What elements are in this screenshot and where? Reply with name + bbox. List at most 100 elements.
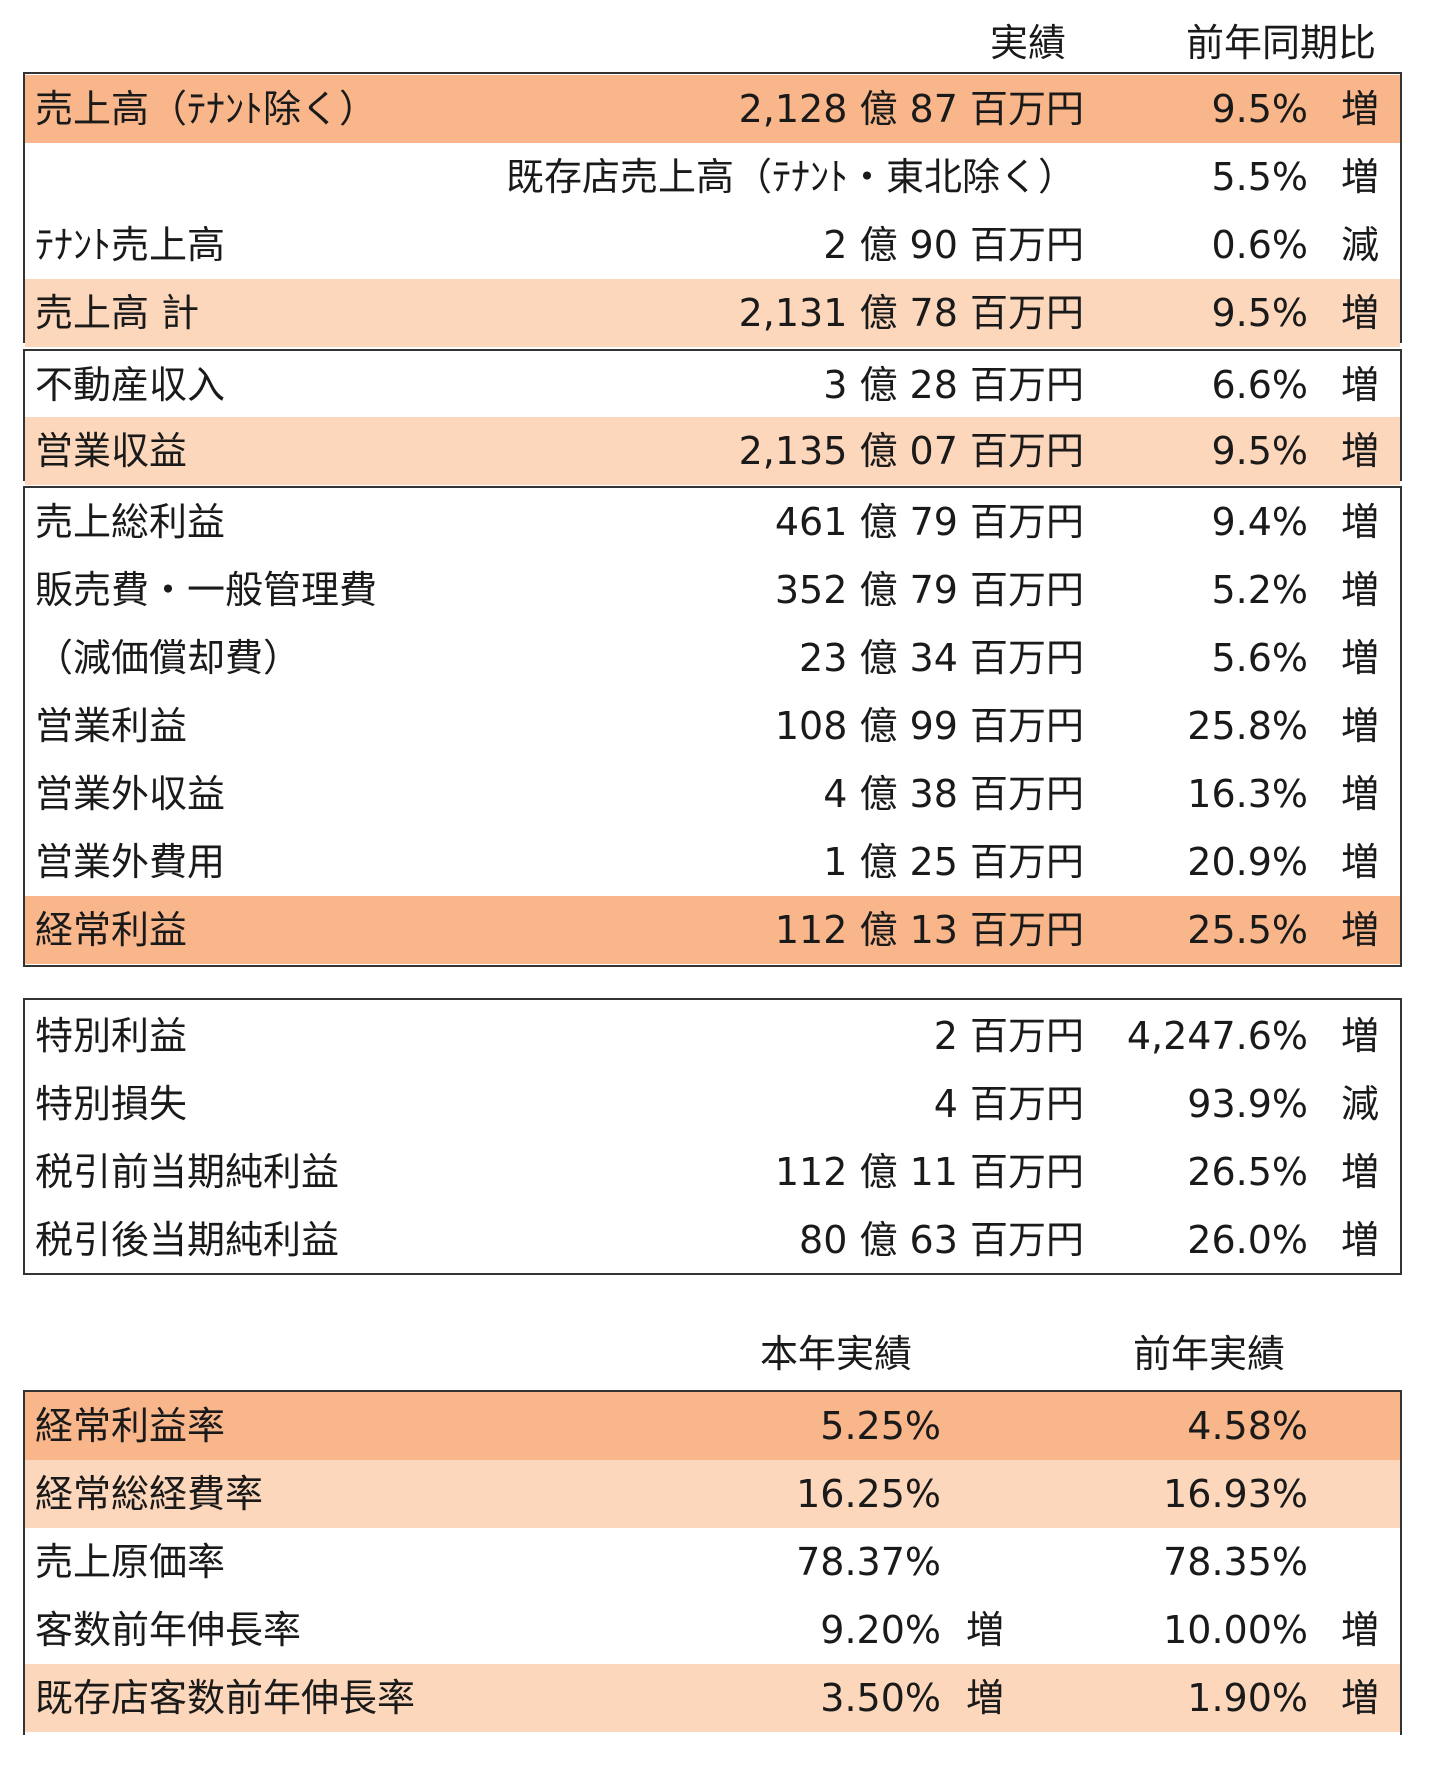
row-amount: 112 億 11 百万円 — [774, 1150, 1084, 1194]
row-percent: 9.5% — [1211, 429, 1308, 473]
header-yoy: 前年同期比 — [1186, 21, 1377, 65]
row-direction: 増 — [1341, 1218, 1380, 1262]
row-label: 経常総経費率 — [35, 1472, 264, 1516]
row-direction: 減 — [1341, 223, 1380, 267]
profit-row: 売上総利益 461 億 79 百万円 9.4% 増 — [25, 488, 1400, 556]
current-direction: 増 — [966, 1676, 1005, 1720]
row-label: 特別利益 — [35, 1014, 188, 1058]
row-amount: 2 百万円 — [933, 1014, 1084, 1058]
row-label: （減価償却費） — [35, 636, 302, 680]
row-percent: 9.4% — [1211, 500, 1308, 544]
row-percent: 9.5% — [1211, 87, 1308, 131]
special-section: 特別利益 2 百万円 4,247.6% 増 特別損失 4 百万円 93.9% 減… — [23, 998, 1402, 1275]
header-previous-year: 前年実績 — [1133, 1332, 1286, 1376]
header-actual: 実績 — [990, 21, 1067, 65]
row-direction: 増 — [1341, 1150, 1380, 1194]
row-percent: 5.6% — [1211, 636, 1308, 680]
row-label: 売上原価率 — [35, 1540, 226, 1584]
row-label: 特別損失 — [35, 1082, 188, 1126]
row-amount: 108 億 99 百万円 — [774, 704, 1084, 748]
row-label: 販売費・一般管理費 — [35, 568, 378, 612]
row-direction: 増 — [1341, 500, 1380, 544]
row-label: 税引後当期純利益 — [35, 1218, 340, 1262]
row-label: 売上高（ﾃﾅﾝﾄ除く） — [35, 87, 378, 131]
row-percent: 16.3% — [1187, 772, 1308, 816]
row-direction: 増 — [1341, 291, 1380, 335]
row-direction: 増 — [1341, 636, 1380, 680]
row-label: 売上高 計 — [35, 291, 200, 335]
ratio-row: 客数前年伸長率 9.20% 増 10.00% 増 — [25, 1596, 1400, 1664]
previous-value: 78.35% — [1163, 1540, 1308, 1584]
ratio-row: 経常利益率 5.25% 4.58% — [25, 1392, 1400, 1460]
sales-row: 売上高（ﾃﾅﾝﾄ除く） 2,128 億 87 百万円 9.5% 増 — [25, 75, 1400, 143]
row-direction: 増 — [1341, 363, 1380, 407]
revenue-row: 営業収益 2,135 億 07 百万円 9.5% 増 — [25, 417, 1400, 485]
current-direction: 増 — [966, 1608, 1005, 1652]
row-label: 税引前当期純利益 — [35, 1150, 340, 1194]
previous-value: 10.00% — [1163, 1608, 1308, 1652]
row-direction: 減 — [1341, 1082, 1380, 1126]
row-direction: 増 — [1341, 155, 1380, 199]
row-percent: 0.6% — [1211, 223, 1308, 267]
previous-direction: 増 — [1341, 1676, 1380, 1720]
sales-row: 既存店売上高（ﾃﾅﾝﾄ・東北除く） 5.5% 増 — [25, 143, 1400, 211]
profit-row: 営業外費用 1 億 25 百万円 20.9% 増 — [25, 828, 1400, 896]
ratio-row: 既存店客数前年伸長率 3.50% 増 1.90% 増 — [25, 1664, 1400, 1732]
row-amount: 2,128 億 87 百万円 — [738, 87, 1084, 131]
row-label: 経常利益率 — [35, 1404, 226, 1448]
special-row: 税引前当期純利益 112 億 11 百万円 26.5% 増 — [25, 1138, 1400, 1206]
row-amount: 80 億 63 百万円 — [799, 1218, 1084, 1262]
row-percent: 9.5% — [1211, 291, 1308, 335]
row-direction: 増 — [1341, 908, 1380, 952]
row-label: 営業外費用 — [35, 840, 226, 884]
row-label: 売上総利益 — [35, 500, 226, 544]
row-amount: 2,135 億 07 百万円 — [738, 429, 1084, 473]
row-amount: 1 億 25 百万円 — [823, 840, 1084, 884]
row-percent: 25.8% — [1187, 704, 1308, 748]
profit-row: 販売費・一般管理費 352 億 79 百万円 5.2% 増 — [25, 556, 1400, 624]
row-label: 営業利益 — [35, 704, 188, 748]
ratio-row: 経常総経費率 16.25% 16.93% — [25, 1460, 1400, 1528]
row-amount: 4 百万円 — [933, 1082, 1084, 1126]
row-amount: 112 億 13 百万円 — [774, 908, 1084, 952]
row-label: 経常利益 — [35, 908, 188, 952]
row-direction: 増 — [1341, 704, 1380, 748]
row-percent: 93.9% — [1187, 1082, 1308, 1126]
sales-row: ﾃﾅﾝﾄ売上高 2 億 90 百万円 0.6% 減 — [25, 211, 1400, 279]
current-value: 78.37% — [796, 1540, 941, 1584]
row-amount: 2,131 億 78 百万円 — [738, 291, 1084, 335]
special-row: 特別損失 4 百万円 93.9% 減 — [25, 1070, 1400, 1138]
sales-row: 売上高 計 2,131 億 78 百万円 9.5% 増 — [25, 279, 1400, 347]
row-amount: 2 億 90 百万円 — [823, 223, 1084, 267]
profit-row: 営業外収益 4 億 38 百万円 16.3% 増 — [25, 760, 1400, 828]
row-label: 不動産収入 — [35, 363, 226, 407]
header-current-year: 本年実績 — [760, 1332, 913, 1376]
row-label: 既存店売上高（ﾃﾅﾝﾄ・東北除く） — [505, 155, 1076, 199]
row-direction: 増 — [1341, 568, 1380, 612]
row-amount: 23 億 34 百万円 — [799, 636, 1084, 680]
row-direction: 増 — [1341, 840, 1380, 884]
profit-section: 売上総利益 461 億 79 百万円 9.4% 増 販売費・一般管理費 352 … — [23, 486, 1402, 967]
previous-direction: 増 — [1341, 1608, 1380, 1652]
row-label: ﾃﾅﾝﾄ売上高 — [35, 223, 226, 267]
current-value: 5.25% — [820, 1404, 941, 1448]
current-value: 9.20% — [820, 1608, 941, 1652]
row-amount: 4 億 38 百万円 — [823, 772, 1084, 816]
row-direction: 増 — [1341, 1014, 1380, 1058]
current-value: 3.50% — [820, 1676, 941, 1720]
previous-value: 1.90% — [1187, 1676, 1308, 1720]
revenue-row: 不動産収入 3 億 28 百万円 6.6% 増 — [25, 351, 1400, 419]
row-label: 営業外収益 — [35, 772, 226, 816]
previous-value: 4.58% — [1187, 1404, 1308, 1448]
row-direction: 増 — [1341, 87, 1380, 131]
row-percent: 5.2% — [1211, 568, 1308, 612]
row-percent: 4,247.6% — [1126, 1014, 1308, 1058]
row-amount: 3 億 28 百万円 — [823, 363, 1084, 407]
row-amount: 352 億 79 百万円 — [774, 568, 1084, 612]
row-amount: 461 億 79 百万円 — [774, 500, 1084, 544]
row-label: 営業収益 — [35, 429, 188, 473]
row-percent: 20.9% — [1187, 840, 1308, 884]
row-percent: 26.0% — [1187, 1218, 1308, 1262]
row-percent: 26.5% — [1187, 1150, 1308, 1194]
